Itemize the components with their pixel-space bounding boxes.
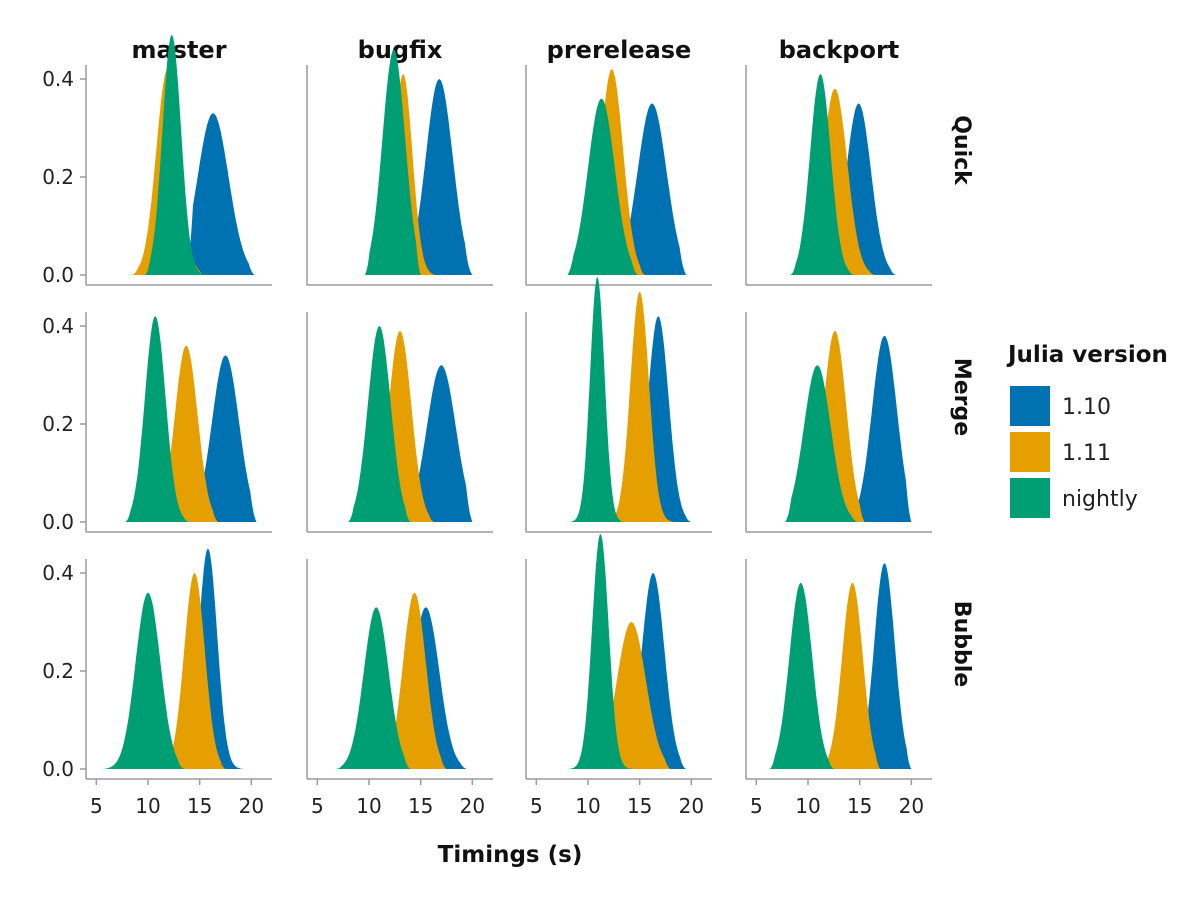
y-tick-label: 0.2 [42, 659, 74, 683]
legend-swatch-1.11 [1010, 432, 1050, 472]
column-title-backport: backport [779, 36, 900, 64]
density-Bubble-prerelease-nightly [565, 533, 640, 769]
x-tick-label: 10 [575, 794, 600, 818]
density-Bubble-backport-nightly [769, 582, 834, 769]
x-tick-label: 10 [135, 794, 160, 818]
legend-title: Julia version [1006, 342, 1168, 368]
density-Quick-backport-nightly [790, 74, 855, 275]
density-Bubble-prerelease-1.10 [613, 573, 687, 769]
legend-label-1.11: 1.11 [1062, 441, 1111, 466]
density-Merge-prerelease-1.10 [624, 316, 692, 522]
density-Merge-master-1.10 [184, 355, 257, 522]
column-title-master: master [131, 36, 226, 64]
row-title-Merge: Merge [949, 358, 974, 436]
density-Quick-bugfix-nightly [364, 49, 421, 275]
x-tick-label: 15 [187, 794, 212, 818]
density-Merge-bugfix-nightly [348, 326, 411, 522]
row-title-Quick: Quick [949, 115, 974, 186]
panel-Merge-backport [745, 312, 932, 533]
panel-Bubble-backport: 5 10 15 20 [745, 559, 932, 818]
column-title-bugfix: bugfix [358, 36, 443, 64]
density-Quick-bugfix-1.10 [384, 79, 473, 275]
legend-label-nightly: nightly [1062, 487, 1138, 512]
x-tick-label: 5 [530, 794, 543, 818]
y-tick-label: 0.0 [42, 757, 74, 781]
density-Merge-master-nightly [125, 316, 190, 522]
panel-Bubble-prerelease: 5 10 15 20 [525, 533, 712, 818]
x-tick-label: 10 [795, 794, 820, 818]
density-Bubble-master-nightly [101, 592, 185, 769]
panel-Bubble-bugfix: 5 10 15 20 [306, 559, 493, 818]
density-Bubble-prerelease-1.11 [598, 622, 671, 769]
y-tick-label: 0.0 [42, 510, 74, 534]
x-tick-label: 20 [460, 794, 485, 818]
legend-label-1.10: 1.10 [1062, 395, 1111, 420]
density-Bubble-master-1.10 [173, 548, 247, 769]
y-tick-label: 0.2 [42, 165, 74, 189]
density-Merge-bugfix-1.10 [397, 365, 473, 522]
column-title-prerelease: prerelease [547, 36, 692, 64]
y-tick-label: 0.4 [42, 314, 74, 338]
y-tick-label: 0.4 [42, 561, 74, 585]
x-tick-label: 20 [239, 794, 264, 818]
density-Merge-prerelease-1.11 [606, 291, 676, 522]
x-axis-title: Timings (s) [438, 842, 583, 868]
panel-Merge-bugfix [306, 312, 493, 533]
panel-Quick-prerelease [525, 65, 712, 286]
panel-Merge-prerelease [525, 277, 712, 533]
x-tick-label: 15 [627, 794, 652, 818]
panel-Quick-master: 0.0 0.2 0.4 [42, 34, 272, 287]
density-Bubble-bugfix-nightly [335, 607, 411, 769]
panel-Merge-master: 0.0 0.2 0.4 [42, 312, 272, 534]
x-tick-label: 20 [679, 794, 704, 818]
legend-swatch-1.10 [1010, 386, 1050, 426]
x-tick-label: 5 [750, 794, 763, 818]
x-tick-label: 5 [311, 794, 324, 818]
x-tick-label: 10 [356, 794, 381, 818]
density-Quick-prerelease-nightly [567, 98, 638, 275]
x-tick-label: 5 [90, 794, 103, 818]
x-tick-label: 15 [408, 794, 433, 818]
density-Merge-backport-nightly [785, 365, 858, 522]
panel-Quick-backport [745, 65, 932, 286]
density-Quick-master-nightly [144, 34, 210, 276]
y-tick-label: 0.4 [42, 67, 74, 91]
y-tick-label: 0.0 [42, 263, 74, 287]
legend-swatch-nightly [1010, 478, 1050, 518]
x-tick-label: 20 [899, 794, 924, 818]
row-title-Bubble: Bubble [949, 601, 974, 687]
density-Quick-master-1.10 [187, 113, 255, 275]
panel-Quick-bugfix [306, 49, 493, 286]
panel-Bubble-master: 0.0 0.2 0.4 5 10 15 20 [42, 548, 272, 818]
density-Merge-prerelease-nightly [567, 277, 625, 522]
density-Bubble-backport-1.11 [823, 582, 881, 769]
legend: Julia version 1.10 1.11 nightly [1006, 342, 1168, 518]
density-Bubble-master-1.11 [166, 573, 226, 769]
density-Bubble-bugfix-1.11 [382, 592, 447, 769]
y-tick-label: 0.2 [42, 412, 74, 436]
density-Merge-backport-1.10 [847, 335, 912, 522]
x-tick-label: 15 [847, 794, 872, 818]
